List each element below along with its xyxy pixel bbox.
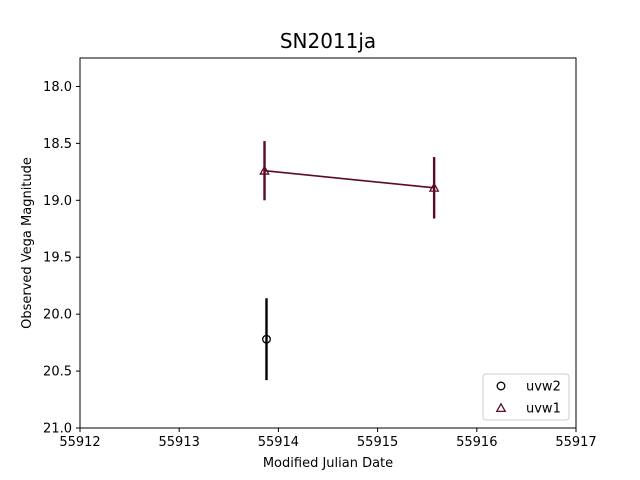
legend-label-uvw2: uvw2 bbox=[526, 380, 561, 395]
legend-marker-uvw2 bbox=[496, 381, 506, 391]
y-tick-label: 19.0 bbox=[43, 194, 72, 209]
y-axis-label: Observed Vega Magnitude bbox=[20, 157, 35, 329]
data-marks bbox=[259, 141, 440, 381]
legend-marker-uvw1 bbox=[495, 402, 507, 413]
axis-ticks: 55912 55913 55914 55915 55916 55917 18.0 18.5 19… bbox=[43, 80, 597, 450]
uvw1-data-point bbox=[259, 165, 270, 175]
x-tick-label: 55916 bbox=[456, 435, 497, 450]
legend: uvw2 uvw1 bbox=[482, 373, 570, 421]
uvw1-series-line bbox=[264, 169, 435, 189]
chart-title: SN2011ja bbox=[280, 29, 376, 53]
x-tick-label: 55912 bbox=[59, 435, 100, 450]
x-tick-label: 55917 bbox=[555, 435, 596, 450]
uvw2-data-point bbox=[262, 334, 271, 344]
legend-label-uvw1: uvw1 bbox=[526, 402, 561, 417]
y-tick-label: 18.0 bbox=[43, 80, 72, 95]
x-tick-label: 55915 bbox=[357, 435, 398, 450]
y-tick-label: 18.5 bbox=[43, 137, 72, 152]
x-axis-label: Modified Julian Date bbox=[263, 456, 393, 471]
y-tick-label: 19.5 bbox=[43, 251, 72, 266]
uvw1-data-point bbox=[428, 182, 440, 192]
plot-area-frame bbox=[79, 57, 577, 429]
y-tick-label: 20.5 bbox=[43, 365, 72, 380]
y-tick-label: 21.0 bbox=[43, 422, 72, 437]
y-tick-label: 20.0 bbox=[43, 308, 72, 323]
x-tick-label: 55914 bbox=[258, 435, 299, 450]
x-tick-label: 55913 bbox=[159, 435, 200, 450]
